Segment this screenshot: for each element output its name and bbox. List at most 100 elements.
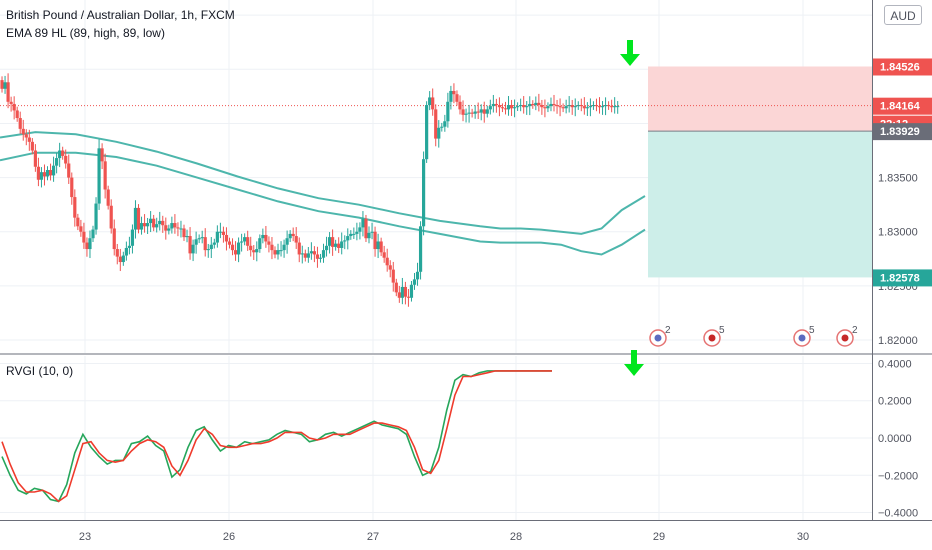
rvgi-tick-label: 0.4000	[878, 358, 912, 370]
candle-down	[382, 252, 386, 258]
candle-down	[30, 141, 34, 151]
event-dot-flag-uk-icon	[708, 334, 716, 342]
candle-down	[85, 242, 89, 250]
price-tick-label: 1.83500	[878, 173, 918, 185]
candle-up	[449, 90, 453, 102]
time-tick-label[interactable]: 26	[223, 531, 235, 543]
currency-badge[interactable]: AUD	[884, 5, 922, 25]
candle-down	[233, 250, 238, 255]
candle-up	[512, 107, 517, 109]
candle-down	[610, 106, 614, 108]
candle-down	[252, 250, 256, 253]
candle-up	[191, 244, 195, 254]
candle-up	[409, 284, 414, 298]
candle-up	[506, 105, 511, 110]
candle-down	[594, 105, 599, 107]
candle-down	[391, 269, 395, 283]
time-tick-label[interactable]: 27	[367, 531, 379, 543]
last-price-label: 1.84164	[880, 101, 921, 113]
ema-high-line	[0, 131, 646, 235]
candle-down	[337, 243, 341, 248]
candle-up	[146, 223, 150, 227]
candle-up	[549, 103, 553, 107]
candle-down	[558, 106, 562, 108]
event-dot-flag-cloud-icon	[798, 334, 806, 342]
candle-up	[327, 237, 332, 246]
candle-up	[324, 245, 329, 251]
time-tick-label[interactable]: 29	[653, 531, 665, 543]
candle-down	[388, 265, 392, 270]
time-axis[interactable]: 23 26 27 28 29 30	[79, 531, 809, 543]
candle-down	[33, 150, 37, 167]
candle-up	[240, 241, 244, 243]
target-price-label-bg	[873, 269, 932, 287]
event-dot-flag-uk-icon	[841, 334, 849, 342]
candle-down	[9, 101, 13, 104]
candle-down	[385, 257, 389, 266]
candle-down	[249, 245, 253, 251]
candle-down	[497, 105, 502, 108]
candle-up	[343, 240, 347, 242]
sell-arrow-rvgi-icon	[624, 350, 644, 376]
candle-down	[270, 244, 274, 251]
candle-up	[564, 106, 568, 109]
candle-down	[115, 249, 119, 257]
candle-up	[616, 106, 620, 108]
candle-down	[540, 105, 544, 108]
candle-up	[97, 148, 101, 204]
candle-up	[212, 242, 216, 245]
candle-down	[607, 105, 611, 107]
event-markers[interactable]: 2 5 5 2	[649, 325, 858, 347]
candle-down	[264, 234, 268, 242]
candle-down	[315, 254, 320, 259]
candle-up	[91, 229, 95, 239]
candle-up	[209, 244, 213, 250]
candle-down	[61, 150, 65, 156]
price-axis[interactable]: 1.845001.840001.835001.830001.825001.820…	[873, 58, 932, 520]
overlay-marks	[620, 40, 644, 376]
time-tick-label[interactable]: 30	[797, 531, 809, 543]
candle-up	[306, 253, 310, 258]
candle-down	[221, 231, 226, 235]
event-count: 5	[809, 325, 815, 336]
candle-down	[118, 256, 122, 263]
candle-up	[149, 218, 153, 224]
candle-up	[588, 106, 593, 108]
candle-up	[45, 170, 50, 177]
candle-down	[273, 250, 277, 255]
candle-down	[379, 241, 383, 253]
candle-up	[585, 107, 589, 109]
candle-up	[255, 249, 259, 253]
time-tick-label[interactable]: 23	[79, 531, 91, 543]
candle-down	[230, 244, 235, 251]
candle-down	[431, 97, 435, 110]
rvgi-legend: RVGI (10, 0)	[6, 364, 74, 378]
candle-up	[258, 238, 262, 250]
candle-down	[476, 111, 480, 113]
candle-down	[136, 207, 141, 230]
candle-up	[218, 231, 222, 233]
candle-down	[482, 109, 486, 114]
candle-up	[236, 242, 241, 255]
rvgi-signal-line	[1, 370, 552, 503]
event-count: 2	[852, 325, 858, 336]
candle-up	[576, 105, 580, 107]
candle-up	[464, 113, 468, 115]
stop-price-label: 1.84526	[880, 61, 920, 73]
candle-down	[503, 108, 508, 110]
candle-up	[376, 241, 380, 250]
stop-price-label-bg	[873, 58, 932, 76]
candle-down	[364, 218, 368, 239]
candle-up	[361, 218, 365, 228]
candle-down	[455, 94, 459, 102]
candle-up	[340, 241, 344, 248]
time-tick-label[interactable]: 28	[510, 531, 522, 543]
candle-up	[167, 228, 171, 231]
candle-down	[64, 155, 68, 164]
candle-up	[418, 226, 423, 272]
candle-down	[555, 105, 559, 107]
candle-down	[161, 220, 165, 226]
candle-down	[494, 103, 498, 106]
candle-down	[12, 103, 16, 111]
